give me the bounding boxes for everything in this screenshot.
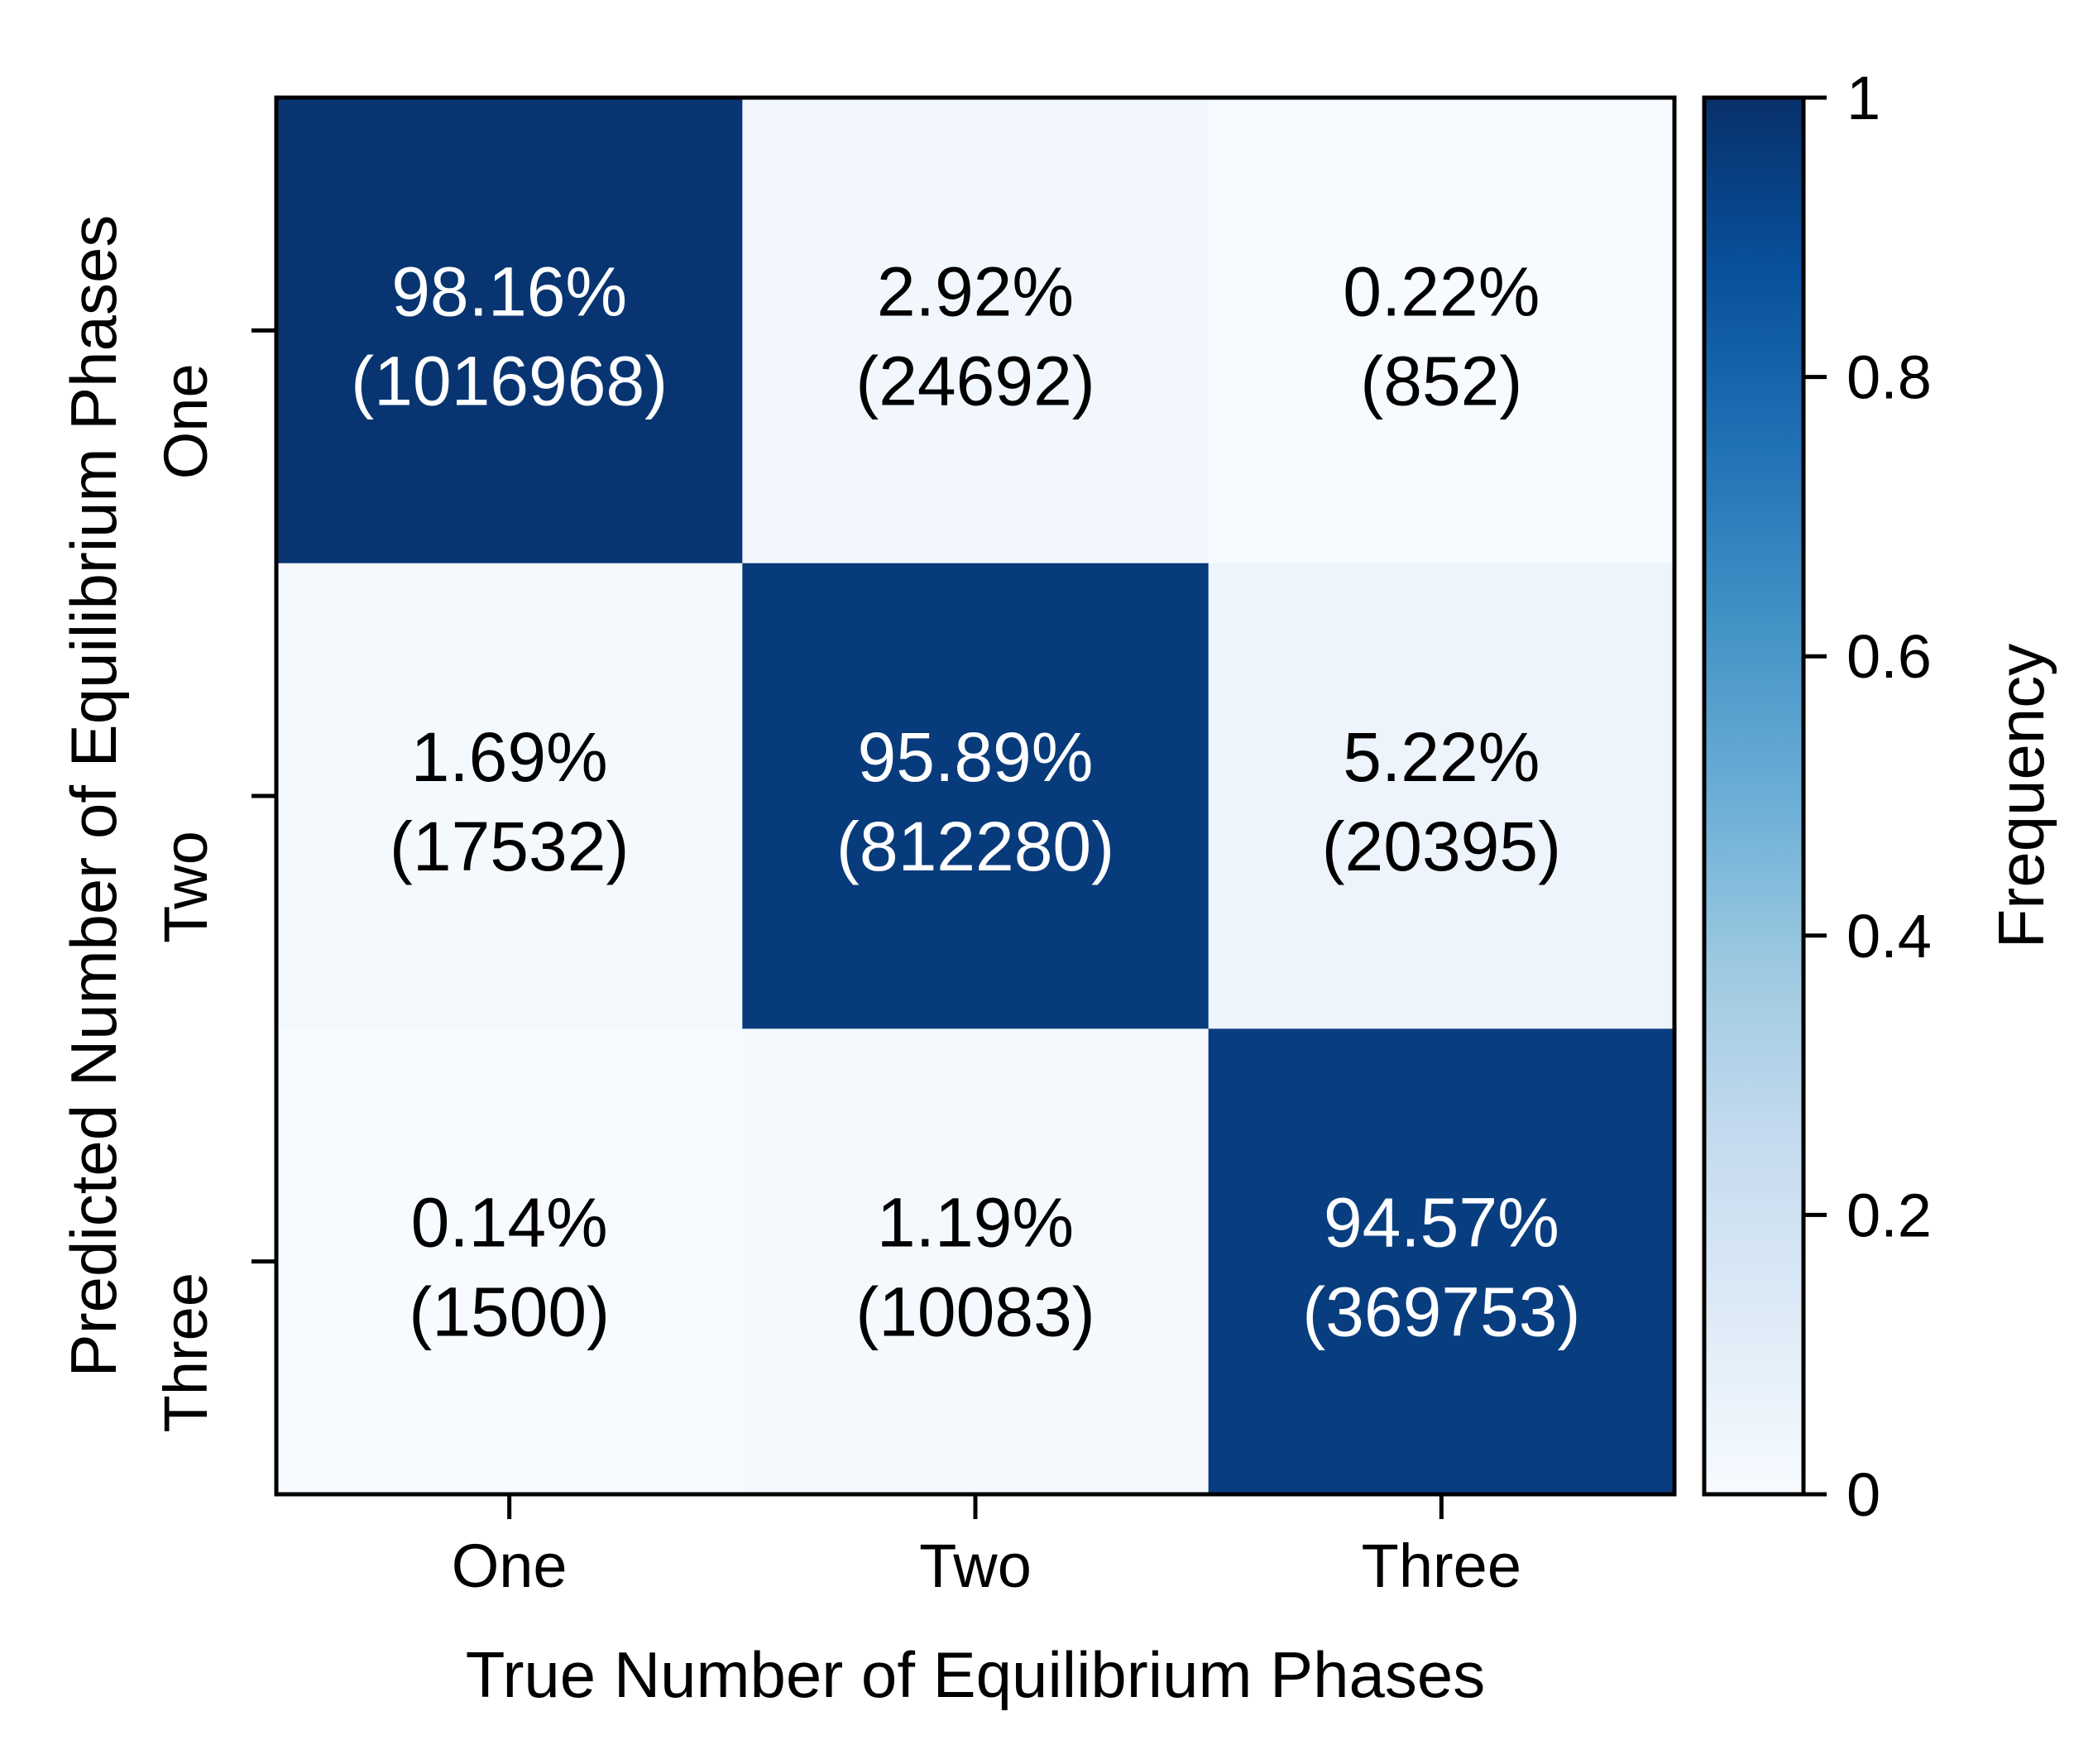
- cell-count-label: (812280): [836, 808, 1114, 885]
- heatmap-cells: [276, 98, 1675, 1495]
- cell-percent-label: 95.89%: [858, 718, 1094, 796]
- colorbar-tick-label: 0.8: [1847, 343, 1932, 412]
- cell-percent-label: 0.22%: [1343, 252, 1540, 330]
- heatmap-cell: [1208, 1028, 1675, 1495]
- heatmap-cell: [742, 563, 1209, 1029]
- cell-percent-label: 1.69%: [411, 718, 608, 796]
- cell-percent-label: 2.92%: [877, 252, 1074, 330]
- colorbar: [1702, 95, 1806, 1497]
- x-axis-title: True Number of Equilibrium Phases: [466, 1638, 1486, 1711]
- cell-count-label: (24692): [855, 342, 1095, 419]
- colorbar-tick-label: 0.4: [1847, 902, 1932, 971]
- heatmap-cell-labels: 98.16% (1016968) 2.92% (24692) 0.22% (852) 1.6…: [351, 252, 1580, 1350]
- colorbar-tick-label: 0: [1847, 1460, 1880, 1529]
- cell-count-label: (1016968): [351, 342, 668, 419]
- cell-count-label: (852): [1360, 342, 1522, 419]
- x-tick-label: Three: [1362, 1532, 1521, 1600]
- colorbar-tick-label: 1: [1847, 64, 1880, 132]
- cell-percent-label: 98.16%: [391, 252, 627, 330]
- cell-percent-label: 1.19%: [877, 1184, 1074, 1262]
- colorbar-tick-label: 0.2: [1847, 1181, 1932, 1249]
- cell-count-label: (10083): [855, 1273, 1095, 1351]
- cell-count-label: (17532): [390, 808, 630, 885]
- heatmap-cell: [1208, 563, 1675, 1029]
- cell-count-label: (20395): [1322, 808, 1562, 885]
- cell-percent-label: 94.57%: [1324, 1184, 1559, 1262]
- heatmap-cell: [276, 98, 743, 564]
- cell-count-label: (1500): [409, 1273, 610, 1351]
- heatmap-cell: [742, 98, 1209, 564]
- cell-count-label: (369753): [1302, 1273, 1580, 1351]
- colorbar-tick-label: 0.6: [1847, 622, 1932, 691]
- colorbar-title: Frequency: [1985, 644, 2057, 949]
- heatmap-cell: [276, 1028, 743, 1495]
- y-axis-title: Predicted Number of Equilibrium Phases: [57, 215, 130, 1378]
- y-tick-label: Two: [151, 831, 220, 943]
- cell-percent-label: 0.14%: [411, 1184, 608, 1262]
- y-tick-label: Three: [151, 1273, 220, 1432]
- heatmap-cell: [276, 563, 743, 1029]
- heatmap-cell: [1208, 98, 1675, 564]
- x-axis: One Two Three: [452, 1494, 1521, 1600]
- y-tick-label: One: [151, 363, 220, 479]
- x-tick-label: One: [452, 1532, 568, 1600]
- y-axis: One Two Three: [151, 328, 276, 1432]
- heatmap-cell: [742, 1028, 1209, 1495]
- cell-percent-label: 5.22%: [1343, 718, 1540, 796]
- x-tick-label: Two: [919, 1532, 1032, 1600]
- colorbar-ticks: 0 0.2 0.4 0.6 0.8 1: [1803, 64, 1932, 1529]
